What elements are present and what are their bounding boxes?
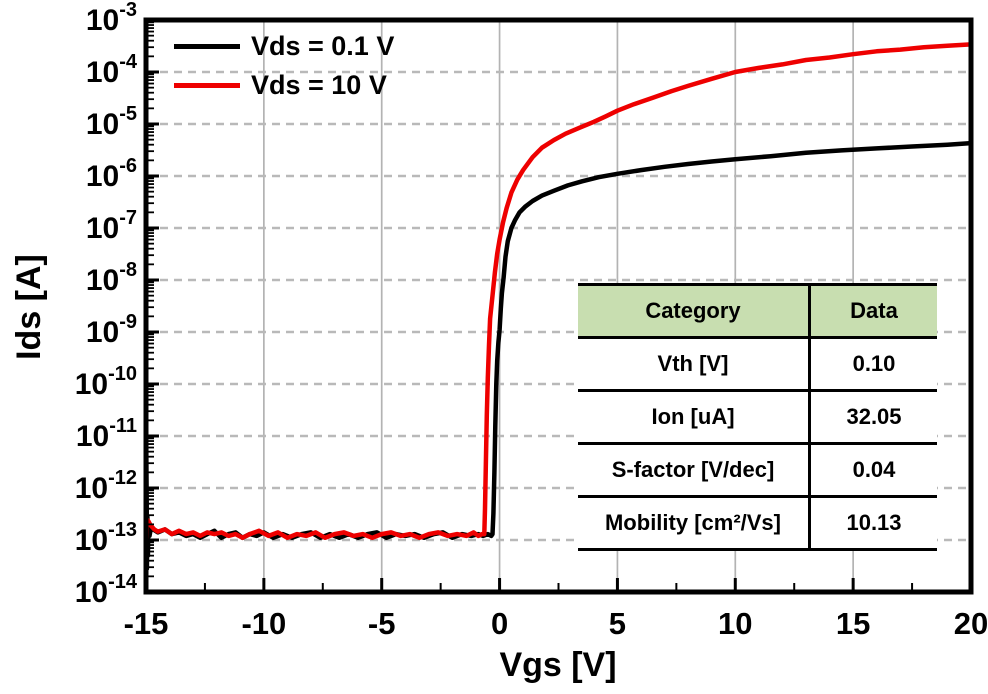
y-tick-label: 10-7 — [86, 207, 137, 245]
legend-swatch-black-line — [174, 44, 240, 49]
y-tick-label: 10-4 — [86, 51, 138, 89]
table-cell-category: S-factor [V/dec] — [578, 443, 810, 498]
x-tick-label: -15 — [124, 606, 169, 641]
y-tick-label: 10-3 — [86, 0, 137, 37]
y-tick-label: 10-11 — [76, 415, 137, 453]
table-cell-value: 0.04 — [808, 443, 937, 498]
plot-frame — [143, 17, 974, 595]
table-cell-value: 32.05 — [808, 390, 937, 445]
y-tick-label: 10-5 — [86, 103, 137, 141]
legend-label: Vds = 0.1 V — [251, 31, 395, 61]
table-row: Ion [uA] 32.05 — [578, 390, 937, 445]
legend-label: Vds = 10 V — [251, 70, 387, 100]
x-tick-label: 15 — [836, 606, 870, 641]
y-tick-label: 10-14 — [75, 571, 138, 609]
legend-swatch-red-line — [174, 83, 240, 88]
x-tick-label: 0 — [491, 606, 508, 641]
table-header-row: Category Data — [578, 283, 937, 339]
table-header-category: Category — [578, 283, 810, 339]
y-tick-label: 10-6 — [86, 155, 137, 193]
inset-data-table: Category Data Vth [V] 0.10 Ion [uA] 32.05 S-… — [578, 283, 937, 551]
table-cell-category: Vth [V] — [578, 337, 810, 392]
y-tick-label: 10-8 — [86, 259, 137, 297]
table-row: Vth [V] 0.10 — [578, 337, 937, 392]
table-row: S-factor [V/dec] 0.04 — [578, 443, 937, 498]
y-axis-title: Ids [A] — [10, 254, 48, 360]
x-axis-title: Vgs [V] — [499, 646, 617, 684]
table-row: Mobility [cm²/Vs] 10.13 — [578, 496, 937, 551]
table-cell-category: Ion [uA] — [578, 390, 810, 445]
series-curves — [146, 42, 971, 571]
table-cell-value: 10.13 — [808, 496, 937, 551]
x-tick-label: -10 — [241, 606, 286, 641]
x-tick-label: 20 — [954, 606, 988, 641]
legend-item-vds-10: Vds = 10 V — [174, 66, 394, 105]
y-tick-label: 10-10 — [75, 363, 137, 401]
y-tick-label: 10-9 — [86, 311, 137, 349]
x-tick-label: -5 — [368, 606, 396, 641]
legend-item-vds-0p1: Vds = 0.1 V — [174, 27, 394, 66]
table-cell-category: Mobility [cm²/Vs] — [578, 496, 810, 551]
curve-vds-10-v — [146, 42, 971, 558]
legend: Vds = 0.1 V Vds = 10 V — [174, 27, 394, 105]
tick-labels: -15 -10 -5 0 5 10 15 20 10-3 10-4 10-5 10-6 10-7 10-8… — [75, 0, 988, 641]
y-tick-label: 10-12 — [75, 467, 137, 505]
x-tick-label: 10 — [718, 606, 752, 641]
y-tick-label: 10-13 — [75, 519, 137, 557]
table-cell-value: 0.10 — [808, 337, 937, 392]
axis-ticks — [144, 21, 973, 590]
x-tick-label: 5 — [609, 606, 626, 641]
table-header-data: Data — [808, 283, 937, 339]
